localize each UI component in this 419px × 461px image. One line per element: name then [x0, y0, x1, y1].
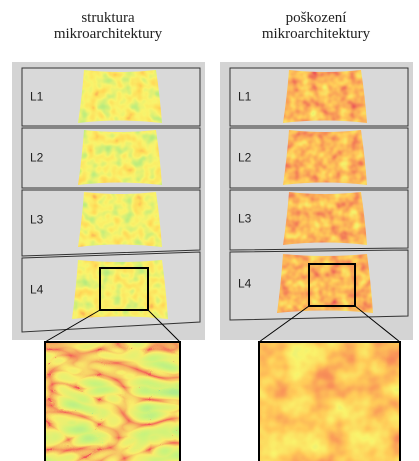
- panel-title: struktura: [81, 10, 135, 26]
- zoom-detail: [259, 342, 400, 461]
- zoom-region: [308, 263, 356, 307]
- zoom-frame: [258, 341, 401, 461]
- level-label: L4: [238, 277, 252, 291]
- zoom-region: [99, 267, 149, 311]
- panel-title: poškození: [286, 10, 347, 26]
- panel-title: mikroarchitektury: [262, 26, 371, 42]
- zoom-line: [258, 305, 310, 343]
- zoom-line: [44, 309, 101, 343]
- zoom-detail: [45, 342, 180, 461]
- level-label: L3: [30, 213, 44, 227]
- zoom-frame: [44, 341, 181, 461]
- vertebra: [78, 130, 162, 185]
- level-label: L3: [238, 212, 252, 226]
- vertebra: [283, 70, 367, 123]
- vertebra: [277, 254, 373, 313]
- vertebra: [78, 70, 162, 123]
- level-label: L4: [30, 283, 44, 297]
- vertebra: [283, 192, 367, 245]
- level-label: L2: [238, 151, 252, 165]
- zoom-line: [147, 309, 181, 343]
- panel-title: mikroarchitektury: [54, 26, 163, 42]
- vertebra: [283, 130, 367, 185]
- level-label: L1: [30, 90, 44, 104]
- vertebra: [78, 192, 162, 247]
- level-label: L1: [238, 90, 252, 104]
- zoom-line: [354, 305, 401, 343]
- level-label: L2: [30, 151, 44, 165]
